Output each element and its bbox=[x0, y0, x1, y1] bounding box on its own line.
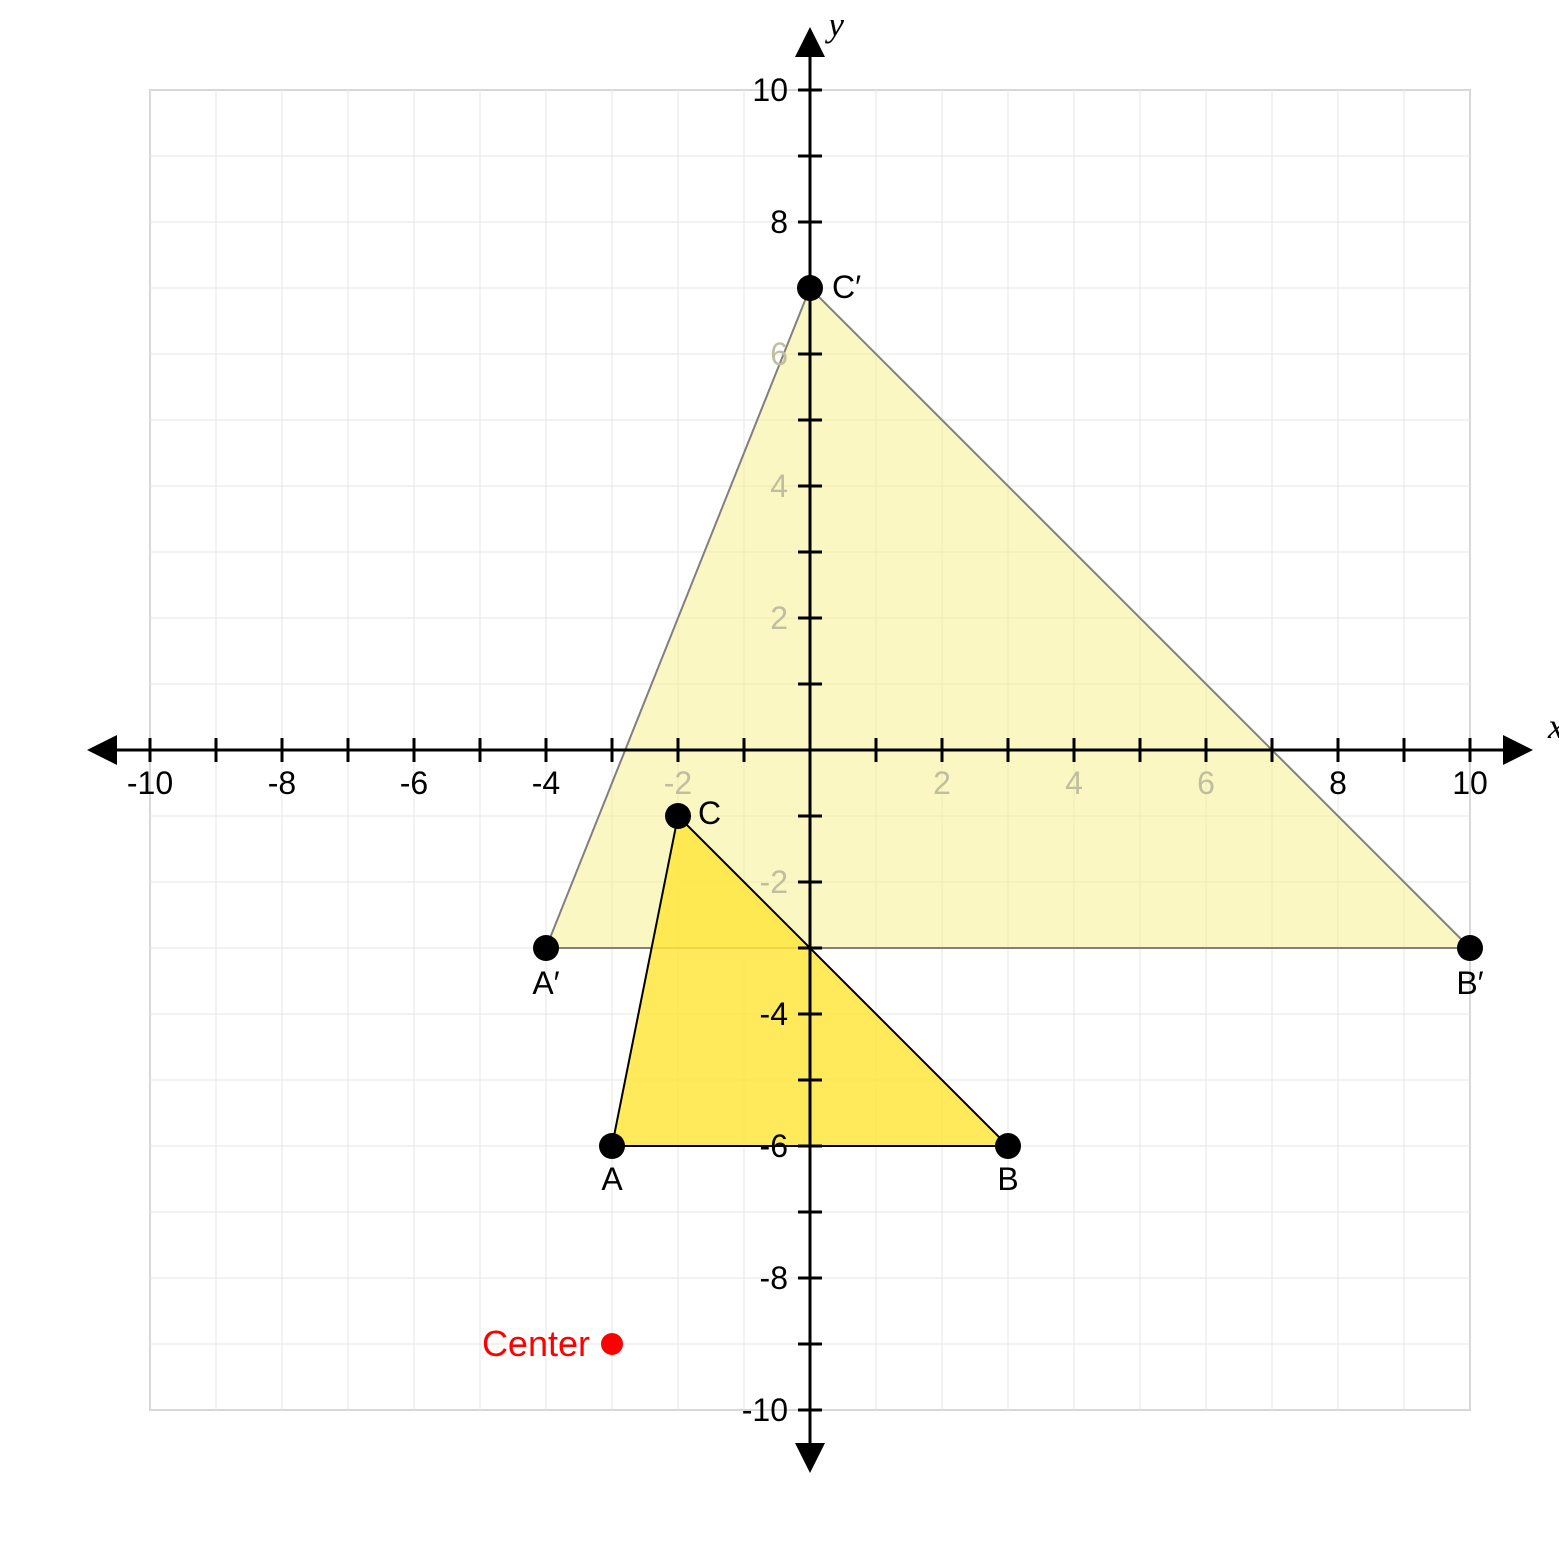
y-tick-label: 10 bbox=[752, 72, 788, 108]
y-tick-label: -8 bbox=[760, 1260, 788, 1296]
y-tick-label: 4 bbox=[770, 468, 788, 504]
point-Bprime bbox=[1457, 935, 1483, 961]
y-tick-label: 8 bbox=[770, 204, 788, 240]
y-tick-label: 2 bbox=[770, 600, 788, 636]
center-label: Center bbox=[482, 1323, 590, 1364]
point-A bbox=[599, 1133, 625, 1159]
x-tick-label: -4 bbox=[532, 765, 560, 801]
point-B bbox=[995, 1133, 1021, 1159]
label-A: A bbox=[601, 1161, 623, 1197]
y-tick-label: -4 bbox=[760, 996, 788, 1032]
x-tick-label: -10 bbox=[127, 765, 173, 801]
y-axis-label: y bbox=[825, 20, 844, 44]
y-tick-label: -6 bbox=[760, 1128, 788, 1164]
label-Cprime: C′ bbox=[832, 269, 861, 305]
chart-svg: -10 -10 -8 -8 -6 -6 -4 -4 -2 -2 2 2 4 4 6 6 8 8 10 10 x y A B C A… bbox=[20, 20, 1559, 1490]
y-tick-label: 6 bbox=[770, 336, 788, 372]
x-tick-label: -6 bbox=[400, 765, 428, 801]
x-tick-label: 2 bbox=[933, 765, 951, 801]
point-Aprime bbox=[533, 935, 559, 961]
x-tick-label: 10 bbox=[1452, 765, 1488, 801]
label-C: C bbox=[698, 795, 721, 831]
point-Cprime bbox=[797, 275, 823, 301]
center-point bbox=[601, 1333, 623, 1355]
x-tick-label: -8 bbox=[268, 765, 296, 801]
x-tick-label: 8 bbox=[1329, 765, 1347, 801]
label-B: B bbox=[997, 1161, 1018, 1197]
y-tick-label: -2 bbox=[760, 864, 788, 900]
x-axis-label: x bbox=[1547, 706, 1559, 746]
x-tick-label: 4 bbox=[1065, 765, 1083, 801]
label-Aprime: A′ bbox=[532, 965, 559, 1001]
y-tick-label: -10 bbox=[742, 1392, 788, 1428]
x-tick-label: 6 bbox=[1197, 765, 1215, 801]
point-C bbox=[665, 803, 691, 829]
label-Bprime: B′ bbox=[1456, 965, 1483, 1001]
x-tick-label: -2 bbox=[664, 765, 692, 801]
cartesian-chart: -10-10-8-8-6-6-4-4-2-2224466881010xyABCA… bbox=[20, 20, 1539, 1490]
